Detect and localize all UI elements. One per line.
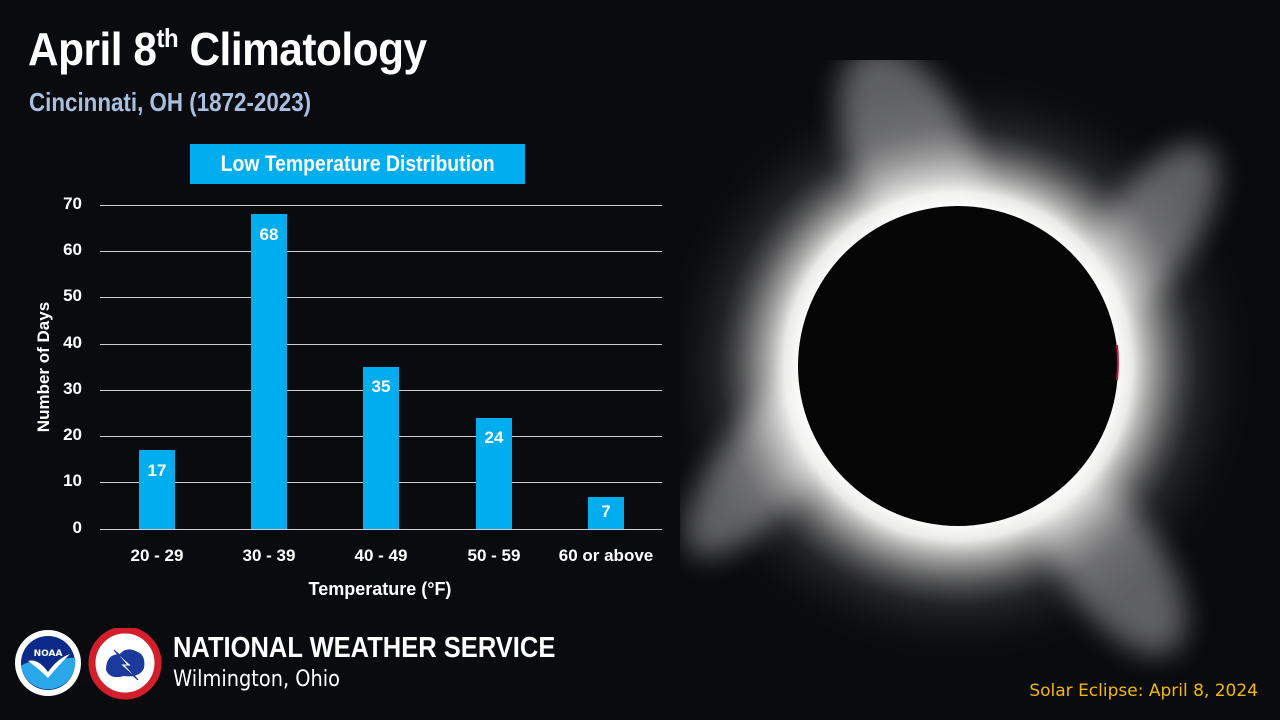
svg-text:NOAA: NOAA [34,649,63,659]
y-tick: 10 [63,471,82,490]
gridline-70 [100,205,662,206]
solar-eclipse-image [680,60,1258,666]
noaa-logo-icon: NOAA [15,630,81,696]
agency-logos: NOAA [15,628,162,700]
page-title: April 8th Climatology [28,22,427,76]
title-superscript: th [156,23,179,53]
organization-name: NATIONAL WEATHER SERVICE [173,632,556,664]
chart-title: Low Temperature Distribution [190,144,525,184]
x-tick: 40 - 49 [354,546,408,565]
y-tick: 20 [63,425,82,444]
image-credit: Solar Eclipse: April 8, 2024 [1029,681,1258,701]
gridline-50 [100,297,662,298]
bar-30-39 [251,214,287,529]
bar-value-label: 35 [371,377,391,396]
x-tick: 30 - 39 [242,546,296,565]
y-tick: 70 [63,194,82,213]
x-tick: 50 - 59 [467,546,521,565]
y-axis-label: Number of Days [34,301,53,433]
x-axis-line [100,529,662,530]
x-axis-label: Temperature (°F) [308,579,452,599]
nws-logo-icon [88,628,162,700]
y-tick: 30 [63,379,82,398]
y-tick: 40 [63,333,82,352]
y-tick: 50 [63,286,82,305]
bar-value-label: 17 [147,461,167,480]
office-location: Wilmington, Ohio [173,667,341,692]
gridline-60 [100,251,662,252]
title-rest: Climatology [178,23,427,75]
bar-40-49 [363,367,399,529]
bar-60-above [588,497,624,529]
bar-value-label: 7 [601,502,611,521]
chart-title-text: Low Temperature Distribution [220,151,495,176]
title-main: April 8 [28,23,157,75]
bar-value-label: 24 [484,428,504,447]
y-tick: 60 [63,240,82,259]
bar-20-29 [139,450,175,529]
gridline-40 [100,344,662,345]
page-subtitle: Cincinnati, OH (1872-2023) [29,87,312,117]
x-tick: 60 or above [558,546,654,565]
bar-50-59 [476,418,512,529]
bar-value-label: 68 [259,225,279,244]
y-tick: 0 [72,518,82,537]
bar-chart: Number of Days 70 60 50 40 30 20 10 0 17… [0,0,680,620]
x-tick: 20 - 29 [130,546,184,565]
